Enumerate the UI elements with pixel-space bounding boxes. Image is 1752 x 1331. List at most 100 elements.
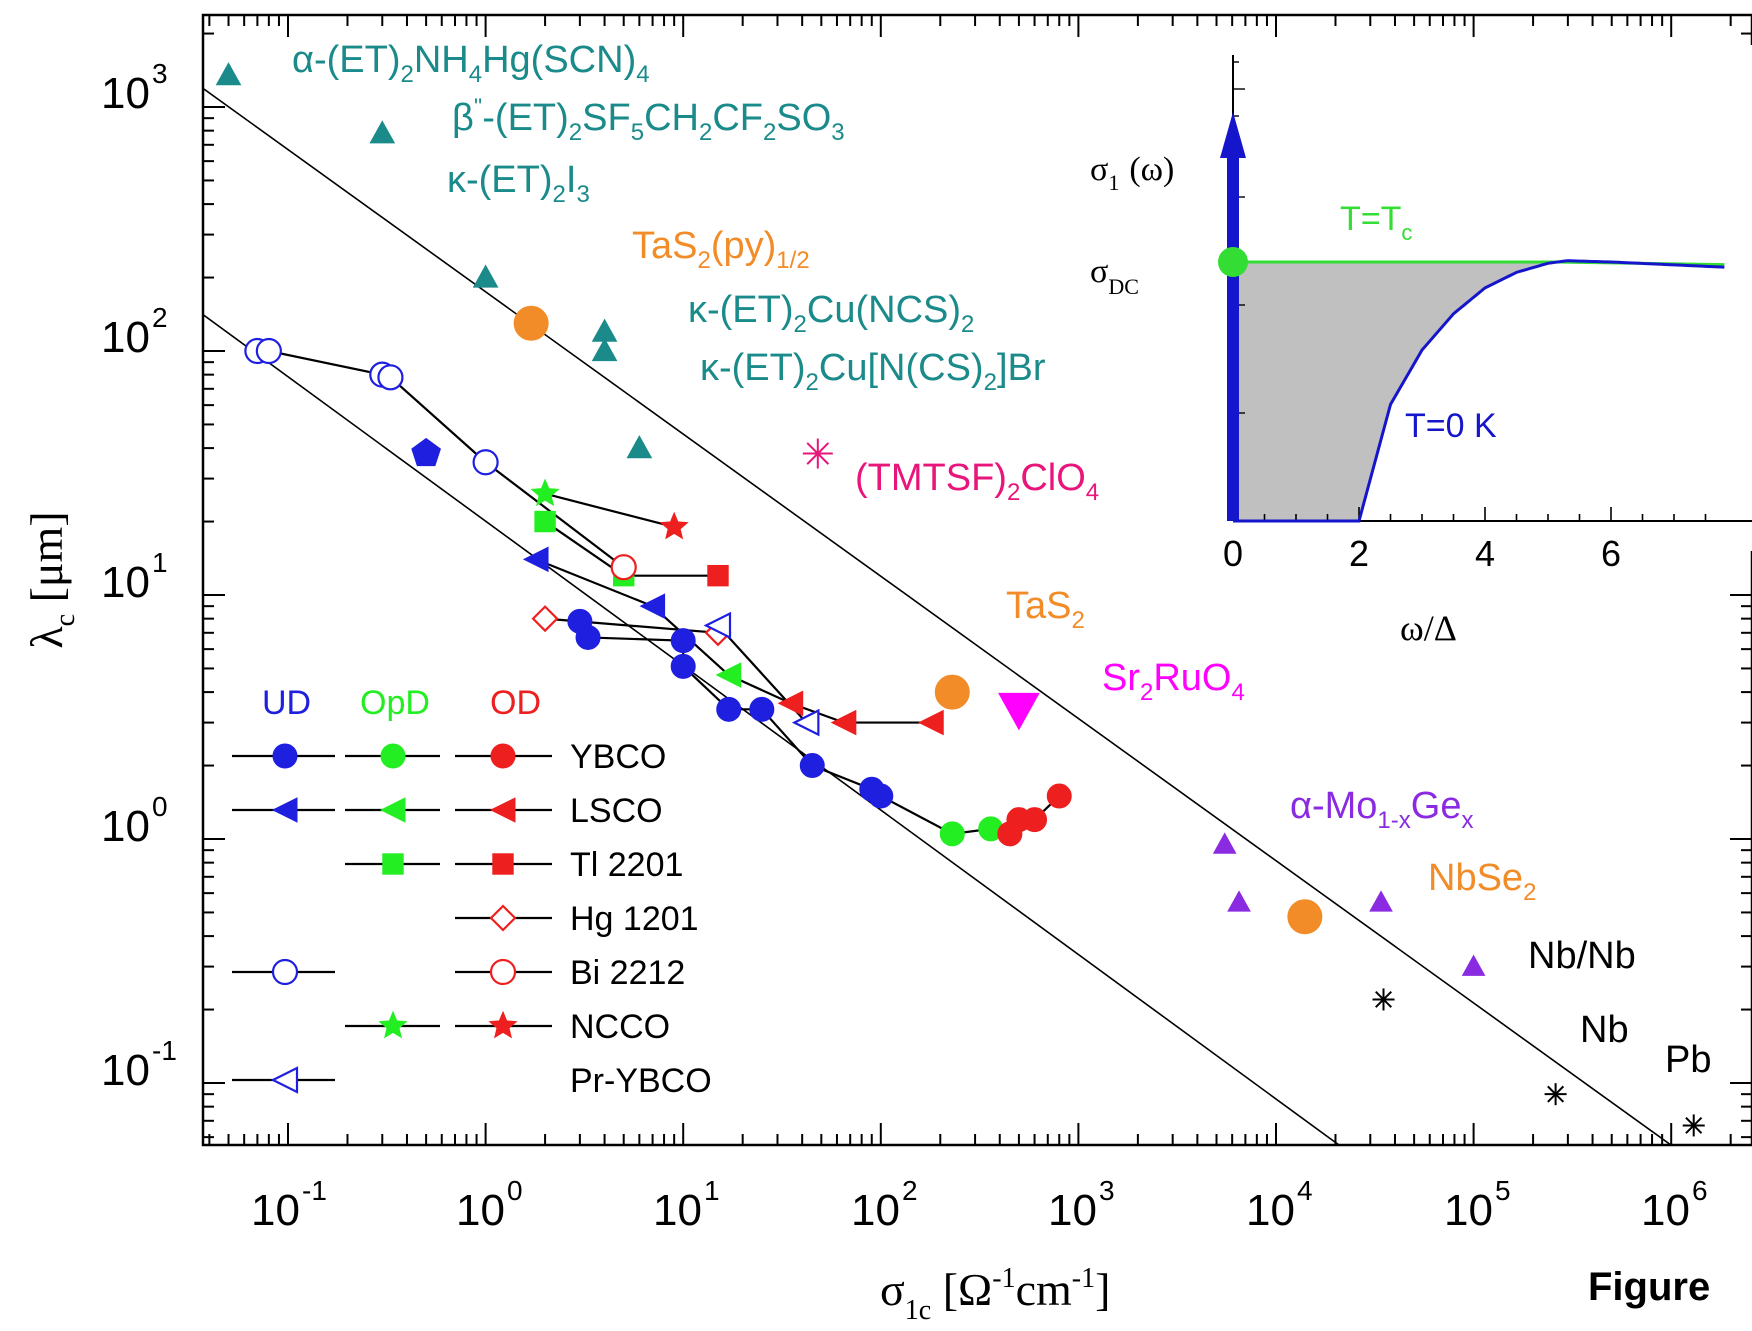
legend-marker-lsco [271,797,298,823]
data-point-tl-2201 [534,510,556,533]
series-line-bi-2212 [257,349,625,569]
data-point-ybco [670,653,696,679]
data-point-mo1-xgex [1369,890,1393,912]
inset-x-tick-label: 6 [1601,533,1621,574]
x-tick-label: 10 [251,1186,300,1235]
data-point-hg-1201 [531,605,559,633]
legend-header-od: OD [490,684,541,722]
label-pb: Pb [1665,1039,1711,1081]
data-point-nb-nb [1461,954,1486,976]
inset-x-tick-label: 4 [1475,533,1495,574]
data-point-ncco [530,478,560,507]
inset-x-tick-labels: 0 2 4 6 [1223,533,1621,574]
x-tick-label-exp: 4 [1297,1175,1313,1206]
inset-series-label-0k: T=0 K [1405,407,1497,445]
x-tick-label: 10 [1246,1186,1295,1235]
figure-caption: Figure [1588,1265,1710,1309]
inset-x-tick-label: 0 [1223,533,1243,574]
label-alpha-et-nh4hg: α-(ET)2NH4Hg(SCN)4 [292,39,650,88]
inset-plot [1205,45,1752,551]
data-point-lsco [777,690,804,717]
series-line-lsco [535,558,932,724]
main-plot-frame [201,13,1752,1147]
label-kappa-et-i3: κ-(ET)2I3 [447,159,590,208]
legend-label-ybco: YBCO [570,738,666,776]
data-point-et-2sf5ch2cf2so3 [369,120,396,144]
data-point-ybco [799,753,825,779]
inset-sigma-dc-label: σDC [1090,253,1139,299]
data-point-ybco [575,624,601,650]
y-tick-label: 10 [101,802,150,851]
label-tas2: TaS2 [1006,585,1085,634]
data-point-nb-unlabeled-asterisk [1372,988,1395,1011]
inset-delta-arrow-head [1220,112,1246,158]
x-tick-label: 10 [456,1186,505,1235]
data-point-lsco [830,709,857,736]
x-tick-labels: 10 -1 10 0 10 1 10 2 10 3 10 4 10 5 10 6 [251,1175,1708,1235]
y-tick-label-exp: 3 [152,58,168,89]
data-point-ybco [868,783,894,809]
inset-curve-t0 [1233,259,1725,523]
data-point-tmtsf-2clo4 [802,438,833,469]
data-point-tas2 [934,674,970,710]
legend-marker-lsco [489,797,516,823]
data-point-ybco [716,696,742,722]
legend-marker-pr-ybco [270,1066,299,1094]
data-point-et-2cu-n-cs-2-br [591,337,618,362]
legend-label-tl2201: Tl 2201 [570,846,683,884]
series-line-ncco [544,492,675,529]
label-mo-ge: α-Mo1-xGex [1290,785,1473,834]
x-tick-label: 10 [1444,1186,1493,1235]
y-tick-label: 10 [101,1046,150,1095]
data-point-pb [1682,1114,1705,1137]
legend-label-pr-ybco: Pr-YBCO [570,1062,712,1100]
x-tick-label: 10 [653,1186,702,1235]
data-point-ybco [939,821,965,847]
label-sr2ruo4: Sr2RuO4 [1102,657,1245,706]
x-tick-label: 10 [851,1186,900,1235]
label-tmtsf-clo4: (TMTSF)2ClO4 [855,457,1099,506]
data-point-nbse2 [1287,899,1323,935]
data-point-ybco [1046,783,1072,809]
label-nb-nb: Nb/Nb [1528,935,1636,977]
x-tick-label-exp: 3 [1099,1175,1115,1206]
legend-label-ncco: NCCO [570,1008,670,1046]
legend-marker-bi-2212 [489,958,517,986]
data-point-bi-2212-pentagon [411,437,441,467]
legend-marker-tl-2201 [492,853,514,875]
legend-marker-ybco [490,743,516,769]
legend-marker-hg-1201 [489,904,517,932]
data-point-mo1-xgex [1212,832,1237,854]
legend-marker-ncco [488,1010,518,1039]
inset-sigma-dc-marker [1218,247,1248,277]
data-point-ncco [659,511,689,540]
legend-label-hg1201: Hg 1201 [570,900,699,938]
label-beta-et-sf5: β''-(ET)2SF5CH2CF2SO3 [452,94,845,146]
inset-y-label: σ1 (ω) [1090,151,1174,195]
label-nbse2: NbSe2 [1428,857,1536,906]
guide-line [203,87,1673,1145]
legend-label-lsco: LSCO [570,792,663,830]
data-point-bi-2212 [377,364,404,391]
y-tick-label-exp: 1 [152,547,168,578]
label-kappa-et-cu-ncs: κ-(ET)2Cu(NCS)2 [688,289,974,338]
data-point-lsco [639,593,666,619]
legend-header-ud: UD [262,684,311,722]
x-tick-label-exp: 1 [704,1175,720,1206]
data-point-lsco [715,662,742,688]
label-nb: Nb [1580,1009,1629,1051]
legend-header-opd: OpD [360,684,430,722]
legend-marker-ybco [272,743,298,769]
data-point-ybco [1022,807,1048,833]
inset-x-label: ω/Δ [1400,608,1457,648]
data-point-ybco [670,628,696,654]
legend: UD OpD OD YBCO LSCO Tl 2201 Hg 1201 Bi 2… [232,684,712,1100]
x-tick-label-exp: 2 [902,1175,918,1206]
legend-marker-tl-2201 [382,853,404,875]
y-tick-label: 10 [101,313,150,362]
main-series [215,62,1705,1137]
inset-delta-arrow-shaft [1227,150,1239,521]
data-point-lsco [918,709,944,736]
data-point-pr-ybco [703,611,732,640]
